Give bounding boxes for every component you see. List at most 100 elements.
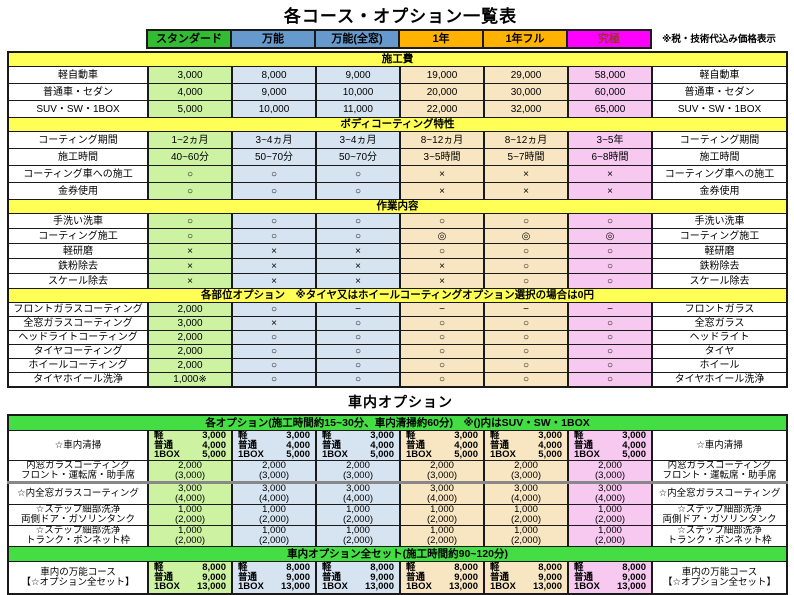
mark-cell: ○: [315, 316, 401, 331]
mark-cell: ○: [567, 316, 653, 331]
row-label-right: フロントガラス: [651, 302, 788, 317]
mark-cell: ×: [147, 258, 233, 274]
tier-name: 普通: [490, 571, 510, 583]
mark-cell: ×: [399, 258, 485, 274]
price-tier-cell: 1,000 (2,000): [483, 525, 569, 547]
mark-cell: ○: [483, 258, 569, 274]
row-label-right: 軽研磨: [651, 243, 788, 259]
price-line: (3,000): [342, 470, 374, 481]
label-line: 両側ドア・ガソリンタンク: [20, 514, 135, 525]
mark-cell: ○: [231, 228, 317, 244]
mark-cell: ○: [315, 228, 401, 244]
row-label-left: 手洗い洗車: [7, 213, 149, 229]
mark-cell: ○: [399, 358, 485, 373]
tier-name: 1BOX: [574, 581, 600, 593]
row-label-right: 金券使用: [651, 182, 788, 200]
tier-name: 軽: [154, 562, 164, 574]
price-line: (3,000): [426, 470, 458, 481]
price-cell: 5~7時間: [483, 148, 569, 166]
row-label-right: 施工時間: [651, 148, 788, 166]
tier-price: 5,000: [370, 449, 394, 461]
row-label-left: ☆ステップ細部洗浄 両側ドア・ガソリンタンク: [7, 504, 149, 526]
tier-name: 1BOX: [154, 449, 180, 461]
tier-name: 普通: [406, 571, 426, 583]
table-row: SUV・SW・1BOX 5,000 10,000 11,000 22,000 32,000…: [7, 100, 788, 118]
mark-cell: ○: [567, 330, 653, 345]
mark-cell: ○: [231, 165, 317, 183]
tier-price: 8,000: [538, 562, 562, 574]
row-label-right: 車内の万能コース 【☆オプション全セット】: [651, 561, 788, 595]
price-line: (4,000): [594, 493, 626, 504]
price-tier-cell: 2,000 (3,000): [567, 460, 653, 483]
price-tier-cell: 軽 3,000 普通 4,000 1BOX 5,000: [231, 430, 317, 461]
tier-price: 4,000: [370, 439, 394, 451]
price-tier-line: 1BOX 13,000: [234, 582, 314, 592]
course-header-table: スタンダード 万能 万能(全窓) 1年 1年フル 究極 ※税・技術代込み価格表示: [7, 29, 786, 49]
price-cell: 9,000: [315, 66, 401, 84]
mark-cell: ◎: [483, 228, 569, 244]
price-cell: 20,000: [399, 83, 485, 101]
label-line: ☆内全窓ガラスコーティング: [658, 488, 781, 499]
price-tier-cell: 軽 3,000 普通 4,000 1BOX 5,000: [399, 430, 485, 461]
price-line: (3,000): [510, 470, 542, 481]
section-banner: ボディコーティング特性: [7, 117, 788, 132]
row-label-left: 全窓ガラスコーティング: [7, 316, 149, 331]
row-label-left: コーティング施工: [7, 228, 149, 244]
tier-price: 9,000: [454, 571, 478, 583]
mark-cell: ○: [399, 243, 485, 259]
label-line: トランク・ボンネット枠: [667, 535, 772, 546]
interior-banner-row: 車内オプション全セット(施工時間約90~120分): [7, 546, 788, 562]
row-label-left: ヘッドライトコーティング: [7, 330, 149, 345]
mark-cell: ×: [315, 273, 401, 289]
tier-price: 5,000: [202, 449, 226, 461]
price-tier-line: 軽 8,000: [234, 562, 314, 574]
mark-cell: ○: [483, 330, 569, 345]
price-cell: 8~12ヵ月: [483, 131, 569, 149]
table-row: ☆車内清掃 軽 3,000 普通 4,000 1BOX 5,000 軽 3,000 普通 4,000…: [7, 430, 788, 461]
label-line: ☆内全窓ガラスコーティング: [17, 488, 139, 499]
label-line: 【☆オプション全セット】: [21, 576, 135, 588]
row-label-right: 軽自動車: [651, 66, 788, 84]
tier-price: 5,000: [622, 449, 646, 461]
label-line: 【☆オプション全セット】: [663, 576, 777, 588]
row-label-right: 普通車・セダン: [651, 83, 788, 101]
price-tier-cell: 3,000 (4,000): [567, 481, 653, 505]
tier-price: 13,000: [616, 581, 646, 593]
price-tier-cell: 1,000 (2,000): [231, 525, 317, 547]
tier-price: 8,000: [202, 562, 226, 574]
table-row: 手洗い洗車 ○ ○ ○ ○ ○ ○ 手洗い洗車: [7, 213, 788, 229]
mark-cell: ×: [399, 165, 485, 183]
mark-cell: ○: [483, 358, 569, 373]
table-row: 全窓ガラスコーティング 3,000 × ○ ○ ○ ○ 全窓ガラス: [7, 316, 788, 331]
table-row: スケール除去 × × × × ○ ○ スケール除去: [7, 273, 788, 289]
price-cell: 8~12ヵ月: [399, 131, 485, 149]
price-tier-cell: 軽 8,000 普通 9,000 1BOX 13,000: [567, 561, 653, 595]
tier-name: 軽: [238, 562, 248, 574]
row-label-left: ☆内全窓ガラスコーティング: [7, 481, 149, 505]
price-cell: 3,000: [147, 316, 233, 331]
row-label-left: SUV・SW・1BOX: [7, 100, 149, 118]
row-label-left: 普通車・セダン: [7, 83, 149, 101]
tier-name: 普通: [574, 571, 594, 583]
table-row: フロントガラスコーティング 2,000 ○ − − − − フロントガラス: [7, 302, 788, 317]
tier-name: 軽: [238, 430, 248, 442]
mark-cell: −: [483, 302, 569, 317]
price-line: (2,000): [426, 535, 458, 546]
price-line: 1,000: [346, 525, 370, 536]
row-label-right: ヘッドライト: [651, 330, 788, 345]
tier-name: 1BOX: [490, 581, 516, 593]
price-cell: 3~5年: [567, 131, 653, 149]
row-label-left: 軽研磨: [7, 243, 149, 259]
tier-price: 9,000: [622, 571, 646, 583]
row-label-right: ホイール: [651, 358, 788, 373]
mark-cell: ○: [567, 372, 653, 388]
price-line: 2,000: [598, 460, 622, 471]
tier-price: 9,000: [538, 571, 562, 583]
price-cell: 65,000: [567, 100, 653, 118]
price-line: (2,000): [510, 535, 542, 546]
mark-cell: ○: [483, 273, 569, 289]
table-row: タイヤコーティング 2,000 ○ ○ ○ ○ ○ タイヤ: [7, 344, 788, 359]
row-label-left: コーティング車への施工: [7, 165, 149, 183]
table-row: 軽自動車 3,000 8,000 9,000 19,000 29,000 58,000 軽自動…: [7, 66, 788, 84]
mark-cell: ×: [231, 316, 317, 331]
